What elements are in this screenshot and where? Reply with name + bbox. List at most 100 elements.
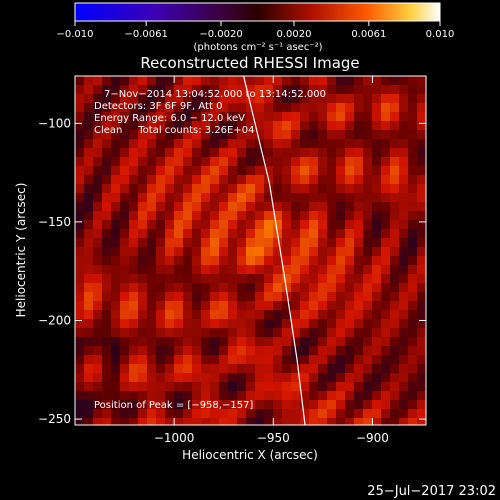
- heatmap-cell: [417, 274, 426, 283]
- heatmap-cell: [300, 76, 309, 85]
- heatmap-cell: [111, 346, 120, 355]
- heatmap-cell: [408, 175, 417, 184]
- heatmap-cell: [165, 76, 174, 85]
- heatmap-cell: [210, 76, 219, 85]
- heatmap-cell: [282, 409, 291, 418]
- heatmap-cell: [318, 409, 327, 418]
- heatmap-cell: [345, 94, 354, 103]
- heatmap-cell: [246, 94, 255, 103]
- heatmap-cell: [381, 382, 390, 391]
- heatmap-cell: [300, 265, 309, 274]
- heatmap-cell: [156, 193, 165, 202]
- heatmap-cell: [201, 238, 210, 247]
- heatmap-cell: [228, 418, 237, 425]
- heatmap-cell: [408, 130, 417, 139]
- heatmap-cell: [318, 328, 327, 337]
- heatmap-cell: [264, 346, 273, 355]
- heatmap-cell: [129, 373, 138, 382]
- heatmap-cell: [345, 373, 354, 382]
- heatmap-cell: [129, 76, 138, 85]
- heatmap-cell: [291, 382, 300, 391]
- heatmap-cell: [417, 238, 426, 247]
- heatmap-cell: [327, 283, 336, 292]
- heatmap-cell: [102, 409, 111, 418]
- heatmap-cell: [111, 238, 120, 247]
- heatmap-cell: [282, 328, 291, 337]
- heatmap-cell: [309, 220, 318, 229]
- heatmap-cell: [291, 184, 300, 193]
- heatmap-cell: [363, 157, 372, 166]
- heatmap-cell: [210, 121, 219, 130]
- heatmap-cell: [264, 211, 273, 220]
- heatmap-cell: [273, 382, 282, 391]
- heatmap-cell: [174, 202, 183, 211]
- heatmap-cell: [372, 166, 381, 175]
- heatmap-cell: [165, 193, 174, 202]
- heatmap-cell: [309, 247, 318, 256]
- heatmap-cell: [390, 355, 399, 364]
- heatmap-cell: [210, 247, 219, 256]
- heatmap-cell: [372, 292, 381, 301]
- heatmap-cell: [237, 148, 246, 157]
- heatmap-cell: [93, 229, 102, 238]
- heatmap-cell: [165, 328, 174, 337]
- heatmap-cell: [156, 202, 165, 211]
- heatmap-cell: [327, 301, 336, 310]
- heatmap-cell: [228, 220, 237, 229]
- heatmap-cell: [408, 85, 417, 94]
- heatmap-cell: [300, 346, 309, 355]
- heatmap-cell: [210, 103, 219, 112]
- heatmap-cell: [129, 211, 138, 220]
- heatmap-cell: [291, 157, 300, 166]
- heatmap-cell: [102, 400, 111, 409]
- heatmap-cell: [309, 184, 318, 193]
- heatmap-cell: [120, 220, 129, 229]
- heatmap-cell: [111, 157, 120, 166]
- heatmap-cell: [219, 274, 228, 283]
- heatmap-cell: [165, 337, 174, 346]
- heatmap-cell: [84, 175, 93, 184]
- heatmap-cell: [354, 409, 363, 418]
- heatmap-cell: [147, 85, 156, 94]
- heatmap-cell: [75, 121, 84, 130]
- heatmap-cell: [417, 355, 426, 364]
- heatmap-cell: [282, 202, 291, 211]
- heatmap-cell: [129, 184, 138, 193]
- heatmap-cell: [372, 409, 381, 418]
- heatmap-cell: [336, 220, 345, 229]
- heatmap-cell: [309, 76, 318, 85]
- heatmap-cell: [345, 292, 354, 301]
- heatmap-cell: [201, 211, 210, 220]
- heatmap-cell: [408, 400, 417, 409]
- heatmap-cell: [219, 373, 228, 382]
- heatmap-cell: [246, 418, 255, 425]
- heatmap-cell: [111, 184, 120, 193]
- heatmap-cell: [111, 229, 120, 238]
- heatmap-cell: [282, 193, 291, 202]
- heatmap-cell: [120, 130, 129, 139]
- heatmap-cell: [84, 355, 93, 364]
- heatmap-cell: [345, 130, 354, 139]
- heatmap-cell: [210, 139, 219, 148]
- heatmap-cell: [75, 175, 84, 184]
- heatmap-cell: [327, 193, 336, 202]
- heatmap-cell: [417, 364, 426, 373]
- heatmap-cell: [363, 139, 372, 148]
- heatmap-cell: [282, 355, 291, 364]
- heatmap-cell: [291, 112, 300, 121]
- heatmap-cell: [228, 139, 237, 148]
- heatmap-cell: [165, 202, 174, 211]
- heatmap-cell: [210, 346, 219, 355]
- heatmap-cell: [93, 382, 102, 391]
- heatmap-cell: [102, 355, 111, 364]
- heatmap-cell: [210, 202, 219, 211]
- heatmap-cell: [174, 319, 183, 328]
- heatmap-cell: [111, 391, 120, 400]
- heatmap-cell: [129, 85, 138, 94]
- heatmap-cell: [120, 229, 129, 238]
- heatmap-cell: [300, 229, 309, 238]
- heatmap-cell: [390, 265, 399, 274]
- heatmap-cell: [174, 265, 183, 274]
- heatmap-cell: [228, 346, 237, 355]
- heatmap-cell: [417, 139, 426, 148]
